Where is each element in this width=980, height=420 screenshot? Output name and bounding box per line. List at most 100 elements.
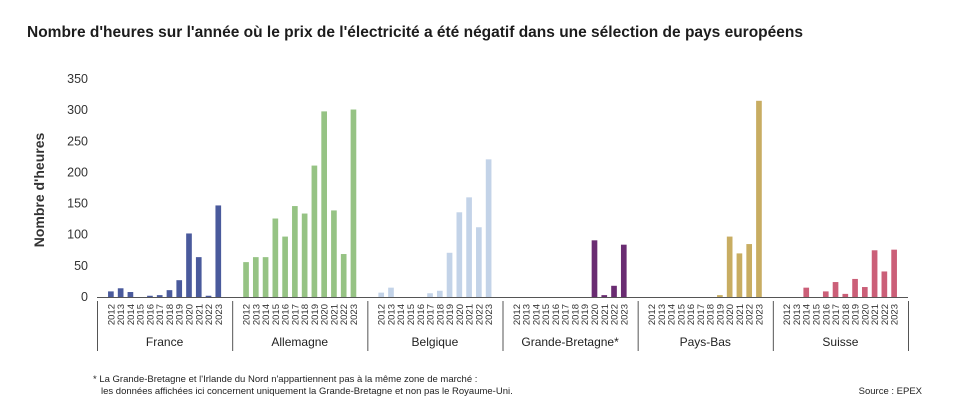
x-tick-label-2015: 2015 — [271, 304, 282, 325]
bar-suisse-2017 — [832, 282, 839, 297]
x-tick-label-2021: 2021 — [735, 304, 746, 325]
x-tick-label-2013: 2013 — [522, 304, 533, 325]
bar-allemagne-2020 — [321, 111, 327, 297]
y-tick-label-0: 0 — [81, 290, 88, 304]
x-tick-label-2016: 2016 — [416, 304, 427, 325]
bar-suisse-2014 — [803, 287, 810, 297]
bar-grandebretagne-2020 — [591, 240, 598, 297]
x-tick-label-2019: 2019 — [715, 304, 726, 325]
bar-france-2022 — [205, 295, 212, 297]
y-tick-label-6: 300 — [67, 103, 88, 117]
x-tick-label-2016: 2016 — [821, 304, 832, 325]
group-label: Grande-Bretagne* — [521, 335, 619, 349]
x-tick-label-2012: 2012 — [782, 304, 793, 325]
x-tick-label-2023: 2023 — [484, 304, 495, 325]
bar-suisse-2021 — [871, 250, 878, 297]
x-tick-label-2016: 2016 — [686, 304, 697, 325]
source-label: Source : EPEX — [858, 386, 922, 397]
bar-suisse-2020 — [861, 287, 868, 297]
x-tick-label-2015: 2015 — [406, 304, 417, 325]
x-tick-label-2020: 2020 — [320, 304, 331, 325]
x-tick-label-2023: 2023 — [619, 304, 630, 325]
x-tick-label-2018: 2018 — [165, 304, 176, 325]
bar-allemagne-2023 — [350, 109, 357, 298]
y-tick-label-3: 150 — [67, 197, 88, 211]
bar-france-2014 — [127, 292, 134, 297]
bar-allemagne-2021 — [331, 210, 337, 297]
bar-france-2020 — [186, 233, 192, 297]
country-groups: France Allemagne Belgique Grande-Bretagne* P… — [97, 301, 909, 351]
x-tick-label-2022: 2022 — [610, 304, 621, 325]
x-tick-label-2019: 2019 — [580, 304, 591, 325]
y-tick-label-7: 350 — [67, 72, 88, 86]
bar-france-2021 — [195, 257, 202, 297]
x-tick-label-2020: 2020 — [455, 304, 466, 325]
bar-suisse-2019 — [852, 278, 858, 297]
x-tick-label-2018: 2018 — [706, 304, 717, 325]
footnote-line-1: * La Grande-Bretagne et l'Irlande du Nor… — [93, 374, 478, 385]
bar-suisse-2016 — [822, 291, 829, 297]
bar-france-2019 — [176, 280, 183, 297]
bar-allemagne-2018 — [301, 213, 308, 297]
x-tick-label-2018: 2018 — [841, 304, 852, 325]
bar-france-2016 — [147, 295, 153, 297]
bar-suisse-2023 — [891, 249, 897, 297]
x-tick-label-2017: 2017 — [831, 304, 842, 325]
x-tick-label-2022: 2022 — [880, 304, 891, 325]
x-tick-label-2020: 2020 — [590, 304, 601, 325]
y-tick-label-1: 50 — [74, 259, 88, 273]
x-tick-label-2013: 2013 — [116, 304, 127, 325]
x-tick-label-2014: 2014 — [396, 304, 407, 325]
x-tick-label-2013: 2013 — [251, 304, 262, 325]
x-tick-label-2017: 2017 — [155, 304, 166, 325]
x-tick-label-2020: 2020 — [184, 304, 195, 325]
bar-allemagne-2015 — [272, 218, 279, 297]
bar-paysbas-2020 — [726, 236, 733, 297]
group-label: Belgique — [412, 335, 459, 349]
x-tick-label-2018: 2018 — [435, 304, 446, 325]
bar-grandebretagne-2023 — [620, 244, 627, 297]
x-tick-label-2015: 2015 — [541, 304, 552, 325]
x-tick-label-2012: 2012 — [242, 304, 253, 325]
x-tick-label-2018: 2018 — [570, 304, 581, 325]
bar-france-2017 — [156, 295, 163, 297]
group-label: Suisse — [822, 335, 858, 349]
x-tick-label-2017: 2017 — [696, 304, 707, 325]
x-tick-label-2023: 2023 — [754, 304, 765, 325]
y-tick-label-5: 250 — [67, 134, 88, 148]
bar-belgique-2017 — [427, 293, 433, 297]
bar-allemagne-2017 — [292, 206, 298, 297]
x-tick-label-2012: 2012 — [512, 304, 523, 325]
x-tick-label-2014: 2014 — [802, 304, 813, 325]
footnote-line-2: les données affichées ici concernent uni… — [101, 385, 513, 397]
x-tick-label-2021: 2021 — [870, 304, 881, 325]
group-label: Allemagne — [271, 335, 328, 349]
x-tick-label-2015: 2015 — [812, 304, 823, 325]
x-tick-label-2017: 2017 — [561, 304, 572, 325]
bar-suisse-2022 — [881, 271, 888, 297]
bar-france-2023 — [215, 205, 222, 297]
x-tick-label-2016: 2016 — [281, 304, 292, 325]
x-tick-label-2021: 2021 — [329, 304, 340, 325]
bar-france-2018 — [166, 290, 173, 297]
bar-allemagne-2013 — [252, 257, 259, 297]
bar-paysbas-2021 — [736, 253, 743, 297]
x-tick-label-2014: 2014 — [531, 304, 542, 325]
y-axis-label: Nombre d'heures — [31, 132, 47, 247]
x-tick-label-2014: 2014 — [261, 304, 272, 325]
x-tick-label-2015: 2015 — [676, 304, 687, 325]
x-tick-label-2013: 2013 — [386, 304, 397, 325]
x-tick-label-2022: 2022 — [745, 304, 756, 325]
bars — [108, 100, 897, 298]
x-tick-label-2023: 2023 — [214, 304, 225, 325]
x-tick-label-2020: 2020 — [860, 304, 871, 325]
bar-allemagne-2019 — [311, 165, 318, 297]
x-tick-label-2013: 2013 — [792, 304, 803, 325]
bar-belgique-2022 — [476, 227, 482, 297]
x-tick-label-2019: 2019 — [445, 304, 456, 325]
bar-belgique-2021 — [466, 197, 472, 297]
x-tick-label-2012: 2012 — [647, 304, 658, 325]
bar-belgique-2019 — [446, 252, 453, 297]
bar-belgique-2020 — [456, 212, 463, 297]
